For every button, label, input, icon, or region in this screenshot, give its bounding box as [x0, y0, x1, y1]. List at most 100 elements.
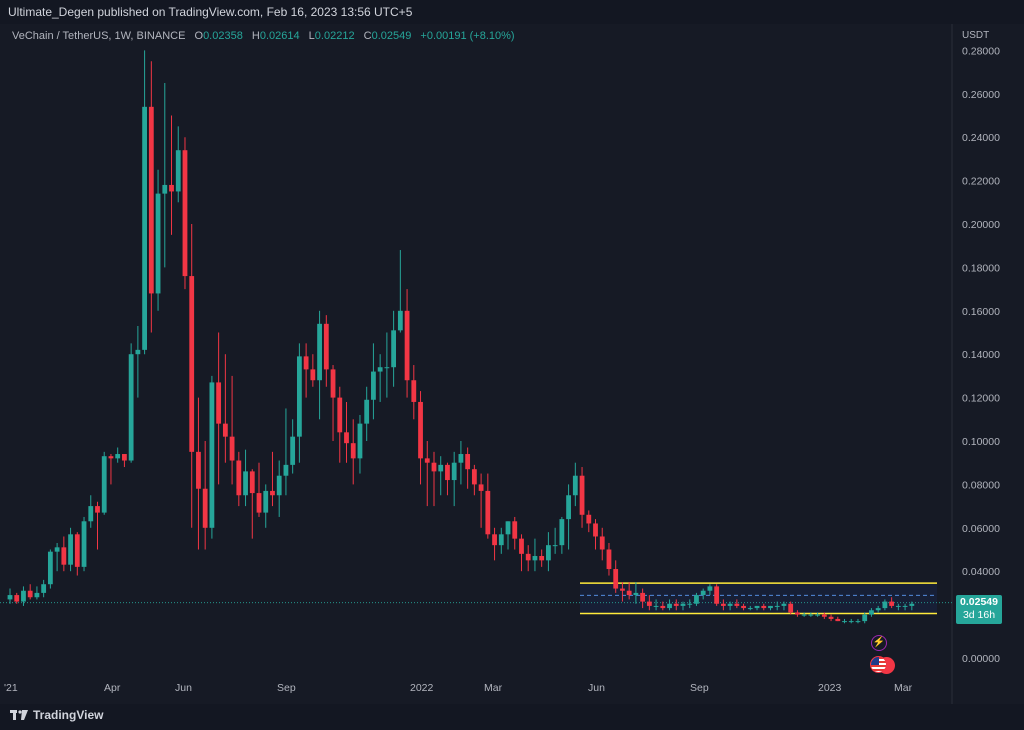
us-flag-icon[interactable] — [870, 656, 887, 673]
y-tick-label: 0.10000 — [962, 436, 1000, 448]
y-tick-label: 0.04000 — [962, 566, 1000, 578]
candle-up — [747, 608, 753, 610]
candlestick-chart[interactable]: USDT 0.28000 0.26000 0.24000 0.22000 0.20000 0… — [0, 24, 1024, 704]
candle-down — [27, 590, 33, 598]
bar-countdown: 3d 16h — [962, 609, 996, 621]
candle-up — [498, 534, 504, 546]
candle-up — [869, 610, 874, 615]
candle-up — [357, 423, 363, 459]
candle-up — [694, 595, 699, 604]
candle-up — [34, 592, 40, 598]
candle-down — [344, 432, 349, 444]
y-tick-label: 0.20000 — [962, 219, 1000, 231]
candle-down — [411, 380, 417, 402]
candle-up — [81, 521, 87, 567]
candle-up — [276, 475, 282, 496]
candle-up — [458, 454, 464, 463]
candle-up — [552, 545, 558, 547]
candle-up — [680, 603, 686, 606]
last-price-value: 0.02549 — [960, 596, 998, 608]
candle-up — [438, 464, 444, 472]
candle-up — [88, 506, 94, 522]
candle-up — [768, 605, 773, 609]
candle-down — [323, 323, 329, 370]
candle-up — [909, 603, 915, 606]
x-tick-label: Mar — [894, 682, 913, 694]
candle-down — [828, 616, 834, 619]
y-tick-label: 0.06000 — [962, 523, 1000, 535]
y-tick-label: 0.22000 — [962, 176, 1000, 188]
candle-up — [391, 330, 397, 368]
candle-up — [633, 592, 639, 596]
candle-up — [21, 590, 26, 602]
close-label: C — [363, 30, 372, 42]
candle-down — [471, 469, 477, 485]
candle-up — [68, 534, 73, 565]
candle-down — [216, 382, 222, 424]
y-tick-label: 0.00000 — [962, 653, 1000, 665]
candle-up — [243, 471, 248, 496]
candle-up — [882, 601, 888, 609]
candle-down — [579, 475, 585, 515]
candle-down — [539, 556, 545, 561]
published-caption: Ultimate_Degen published on TradingView.… — [8, 5, 413, 19]
candle-down — [222, 423, 228, 437]
candle-down — [61, 547, 67, 565]
tradingview-logo[interactable]: TradingView — [10, 708, 103, 722]
candle-up — [774, 605, 780, 607]
high-label: H — [251, 30, 260, 42]
low-label: L — [308, 30, 315, 42]
candle-up — [162, 184, 168, 194]
candle-up — [532, 556, 538, 561]
lightning-icon[interactable]: ⚡ — [871, 635, 887, 651]
candle-up — [47, 551, 53, 585]
candle-down — [148, 106, 154, 294]
symbol-legend: VeChain / TetherUS, 1W, BINANCE O0.02358… — [12, 30, 515, 42]
footer-bar — [0, 704, 1024, 730]
chart-pane[interactable] — [0, 24, 1024, 704]
candle-down — [640, 592, 646, 602]
candle-up — [41, 584, 47, 593]
candle-up — [855, 621, 861, 623]
open-value: 0.02358 — [203, 30, 243, 42]
candle-up — [263, 490, 269, 513]
candle-up — [371, 371, 376, 400]
x-tick-label: Mar — [484, 682, 503, 694]
candle-down — [525, 553, 531, 561]
candle-down — [519, 538, 524, 554]
x-tick-label: 2023 — [818, 682, 842, 694]
candle-up — [155, 193, 161, 294]
candle-down — [741, 605, 746, 609]
x-tick-label: Jun — [175, 682, 192, 694]
candle-down — [256, 493, 262, 513]
candle-down — [95, 506, 100, 513]
x-tick-label: 2022 — [410, 682, 434, 694]
candle-down — [821, 614, 827, 617]
flag-canton — [871, 657, 879, 665]
candle-down — [445, 464, 450, 481]
candle-up — [842, 621, 847, 623]
candle-down — [270, 490, 275, 496]
candle-down — [337, 397, 343, 433]
candle-up — [54, 547, 60, 552]
low-value: 0.02212 — [314, 30, 355, 42]
candle-down — [350, 443, 356, 459]
candle-up — [451, 462, 457, 481]
candle-down — [620, 588, 625, 591]
candle-up — [653, 605, 659, 607]
candle-up — [135, 349, 141, 355]
candle-up — [384, 367, 390, 369]
x-tick-label: Apr — [104, 682, 121, 694]
candle-up — [505, 521, 511, 535]
brand-name: TradingView — [33, 708, 104, 722]
candle-down — [465, 454, 471, 470]
x-tick-label: Sep — [277, 682, 296, 694]
top-bar: Ultimate_Degen published on TradingView.… — [0, 0, 1024, 24]
candle-down — [586, 514, 592, 524]
candle-down — [795, 612, 800, 615]
candle-up — [317, 323, 322, 381]
y-tick-label: 0.12000 — [962, 393, 1000, 405]
candle-up — [377, 367, 383, 372]
candle-up — [781, 603, 787, 606]
candle-down — [788, 603, 794, 613]
